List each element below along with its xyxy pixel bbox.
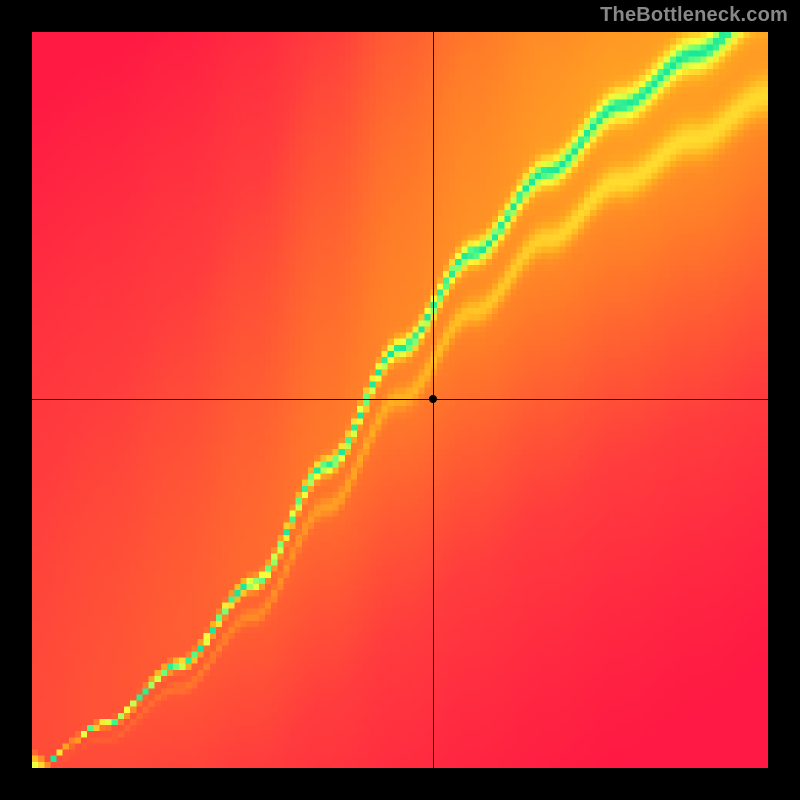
- heatmap-canvas: [32, 32, 768, 768]
- data-point-marker: [429, 395, 437, 403]
- watermark-text: TheBottleneck.com: [600, 4, 788, 27]
- heatmap-plot: [32, 32, 768, 768]
- crosshair-horizontal: [32, 399, 768, 400]
